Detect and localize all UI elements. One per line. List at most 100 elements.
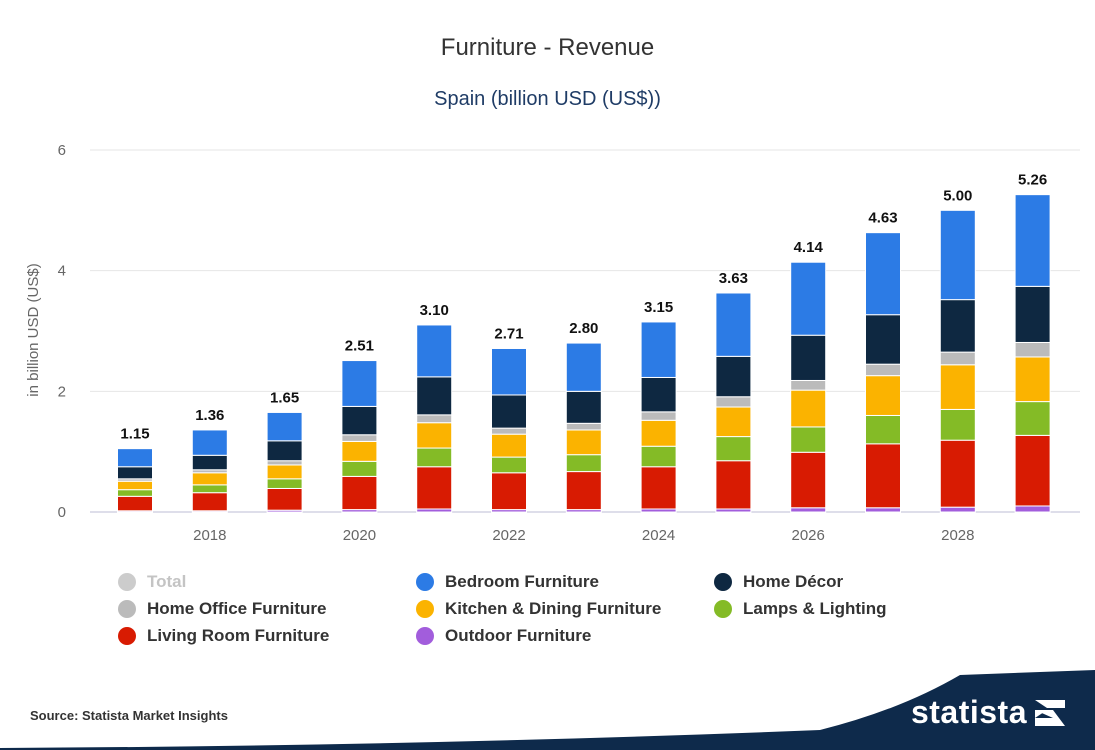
bar-segment bbox=[341, 360, 378, 407]
bar-stack bbox=[191, 429, 228, 513]
total-label: 1.15 bbox=[120, 426, 149, 443]
bar-segment bbox=[491, 394, 527, 429]
bar-segment bbox=[266, 460, 303, 466]
bar-segment bbox=[266, 440, 303, 462]
legend-label: Lamps & Lighting bbox=[743, 599, 887, 618]
legend-label: Outdoor Furniture bbox=[445, 626, 592, 645]
source-note: Source: Statista Market Insights bbox=[30, 708, 228, 723]
bar-segment bbox=[416, 447, 453, 468]
chart-subtitle: Spain (billion USD (US$)) bbox=[434, 88, 661, 110]
bar-segment bbox=[117, 448, 153, 468]
bar-segment bbox=[640, 411, 677, 421]
total-label: 3.63 bbox=[719, 270, 748, 287]
bar-stack bbox=[341, 360, 378, 513]
legend-swatch bbox=[416, 627, 434, 645]
legend-item-living-room[interactable]: Living Room Furniture bbox=[118, 626, 329, 646]
total-label: 3.10 bbox=[420, 302, 449, 319]
legend-swatch bbox=[118, 600, 136, 618]
x-axis-ticks: 2018 2020 2022 2024 2026 2028 bbox=[193, 527, 974, 544]
bar-segment bbox=[341, 475, 378, 511]
bar-segment bbox=[266, 487, 303, 511]
legend-swatch bbox=[714, 600, 732, 618]
bar-stack bbox=[416, 324, 453, 513]
total-label: 2.80 bbox=[569, 320, 598, 337]
bar-stack bbox=[266, 411, 303, 513]
bar-segment bbox=[640, 466, 677, 510]
legend-item-home-office[interactable]: Home Office Furniture bbox=[118, 599, 326, 619]
bar-segment bbox=[865, 414, 901, 445]
legend-label: Living Room Furniture bbox=[147, 626, 330, 645]
bar-segment bbox=[715, 436, 752, 462]
legend-item-home-decor[interactable]: Home Décor bbox=[714, 572, 843, 592]
bar-segment bbox=[939, 408, 976, 441]
bar-segment bbox=[715, 406, 752, 438]
bar-segment bbox=[491, 472, 527, 511]
total-label: 1.36 bbox=[195, 407, 224, 424]
bar-segment bbox=[117, 466, 153, 480]
bar-segment bbox=[341, 440, 378, 462]
total-label: 2.71 bbox=[494, 325, 523, 342]
bar-segment bbox=[266, 478, 303, 489]
bar-segment bbox=[790, 507, 827, 513]
bar-segment bbox=[565, 390, 602, 424]
bar-segment bbox=[1014, 434, 1051, 507]
legend-swatch bbox=[118, 573, 136, 591]
bar-segment bbox=[341, 434, 378, 442]
legend-swatch bbox=[714, 573, 732, 591]
bar-segment bbox=[191, 492, 228, 512]
bar-segment bbox=[939, 351, 976, 366]
bar-segment bbox=[790, 261, 827, 336]
total-label: 2.51 bbox=[345, 338, 374, 355]
legend-item-lamps-lighting[interactable]: Lamps & Lighting bbox=[714, 599, 887, 619]
bar-segment bbox=[117, 495, 153, 512]
total-label: 1.65 bbox=[270, 389, 299, 406]
bar-segment bbox=[939, 439, 976, 508]
bar-segment bbox=[640, 419, 677, 447]
legend-label: Home Office Furniture bbox=[147, 599, 327, 618]
bar-segment bbox=[416, 466, 453, 510]
legend-item-kitchen-dining[interactable]: Kitchen & Dining Furniture bbox=[416, 599, 661, 619]
bar-segment bbox=[865, 314, 901, 365]
bar-segment bbox=[341, 460, 378, 477]
bar-segment bbox=[939, 299, 976, 353]
bar-stack bbox=[715, 292, 752, 513]
bar-segment bbox=[191, 429, 228, 456]
bar-segment bbox=[1014, 341, 1051, 358]
total-labels: 1.15 1.36 1.65 2.51 3.10 2.71 2.80 3.15 3.63 4.14… bbox=[120, 172, 1047, 443]
bar-segment bbox=[191, 472, 228, 486]
x-tick-label: 2028 bbox=[941, 527, 974, 544]
x-tick-label: 2022 bbox=[492, 527, 525, 544]
legend-item-outdoor[interactable]: Outdoor Furniture bbox=[416, 626, 591, 646]
bar-segment bbox=[865, 232, 901, 316]
bar-segment bbox=[117, 480, 153, 491]
bar-segment bbox=[715, 355, 752, 398]
revenue-chart: 0 2 4 6 in billion USD (US$) 1.15 1.36 1.65 2.… bbox=[25, 142, 1080, 544]
bar-segment bbox=[939, 209, 976, 301]
y-tick-label: 2 bbox=[58, 383, 66, 400]
bar-segment bbox=[1014, 356, 1051, 403]
bar-segment bbox=[416, 376, 453, 416]
chart-title: Furniture - Revenue bbox=[440, 34, 655, 61]
y-tick-label: 0 bbox=[58, 504, 66, 521]
bar-segment bbox=[565, 429, 602, 456]
bar-segment bbox=[1014, 505, 1051, 513]
legend-item-total[interactable]: Total bbox=[118, 572, 186, 592]
bar-segment bbox=[865, 375, 901, 416]
bar-stack bbox=[939, 209, 976, 513]
bar-stack bbox=[491, 347, 527, 513]
bar-segment bbox=[491, 433, 527, 458]
bar-segment bbox=[1014, 194, 1051, 287]
bar-segment bbox=[191, 484, 228, 494]
bar-segment bbox=[191, 454, 228, 471]
bar-segment bbox=[790, 379, 827, 391]
bar-segment bbox=[416, 422, 453, 449]
legend-item-bedroom[interactable]: Bedroom Furniture bbox=[416, 572, 599, 592]
x-tick-label: 2024 bbox=[642, 527, 675, 544]
legend-swatch bbox=[416, 600, 434, 618]
bar-segment bbox=[491, 347, 527, 396]
bar-segment bbox=[790, 389, 827, 428]
statista-logo[interactable]: statista bbox=[911, 694, 1065, 731]
bar-segment bbox=[117, 489, 153, 497]
legend-label: Bedroom Furniture bbox=[445, 572, 599, 591]
bar-segment bbox=[640, 321, 677, 378]
